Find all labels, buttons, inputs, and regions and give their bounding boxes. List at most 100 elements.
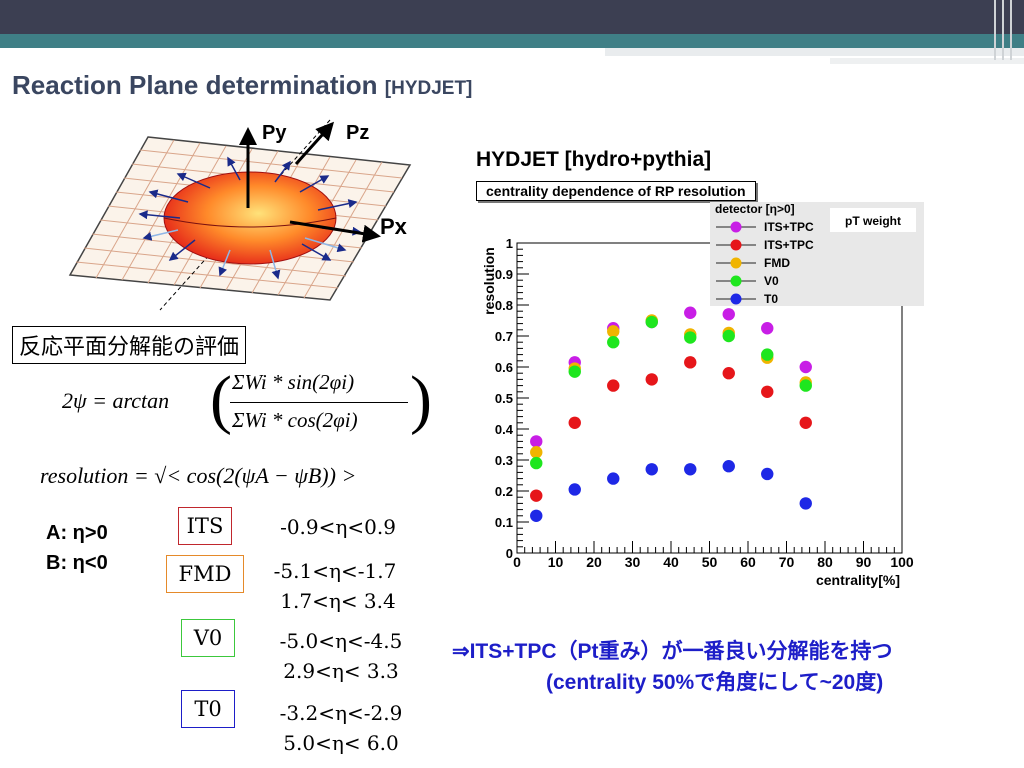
data-point	[722, 308, 735, 321]
x-tick-label: 0	[513, 554, 521, 570]
condition-b: B: η<0	[46, 552, 108, 575]
formula-fraction-bar	[230, 402, 408, 403]
x-tick-label: 20	[586, 554, 602, 570]
header-stripe-2	[830, 58, 1024, 64]
formula-paren-left: (	[210, 363, 232, 436]
legend-marker	[730, 221, 742, 233]
conclusion-line-1: ⇒ITS+TPC（Pt重み）が一番良い分解能を持つ	[452, 640, 893, 663]
detector-its-box: ITS	[178, 507, 232, 545]
x-tick-label: 40	[663, 554, 679, 570]
data-point	[607, 325, 620, 338]
formula-resolution: resolution = √< cos(2(ψA − ψB)) >	[40, 463, 357, 488]
slide-title-text: Reaction Plane determination	[12, 70, 378, 100]
x-tick-label: 90	[856, 554, 872, 570]
resolution-chart: 0 10 20 30 40 50 60 70 80 90 100 0 0.1 0.2 0.3 0.4 0.5 0.…	[481, 202, 924, 588]
fmd-eta-range-1: -5.1<η<-1.7	[273, 559, 397, 583]
formula-psi: 2ψ = arctan ( ΣWi * sin(2φi) ΣWi * cos(2…	[62, 363, 442, 442]
condition-b-value: η<0	[72, 552, 108, 574]
pz-axis-label: Pz	[346, 122, 370, 144]
y-tick-label: 0.9	[495, 267, 513, 282]
legend-marker	[730, 257, 742, 269]
chart-title: HYDJET [hydro+pythia]	[476, 148, 712, 171]
header-vline	[994, 0, 996, 60]
detector-fmd-box: FMD	[166, 555, 244, 593]
x-tick-label: 50	[702, 554, 718, 570]
formula-psi-lhs: 2ψ = arctan	[62, 388, 170, 413]
legend-marker	[730, 275, 742, 287]
header-stripe	[605, 48, 1024, 56]
slide-title: Reaction Plane determination [HYDJET]	[12, 70, 472, 101]
data-point	[761, 467, 774, 481]
y-tick-label: 0	[506, 546, 513, 561]
data-point	[799, 416, 812, 429]
t0-eta-range-2: 5.0<η< 6.0	[283, 731, 399, 755]
legend-label: V0	[764, 274, 779, 288]
y-tick-label: 0.5	[495, 391, 513, 406]
y-tick-label: 0.6	[495, 360, 513, 375]
data-point	[607, 336, 620, 349]
data-point	[684, 356, 697, 369]
data-point	[645, 463, 658, 476]
data-point	[607, 379, 620, 392]
header-band-teal	[0, 34, 1024, 48]
formula-numerator: ΣWi * sin(2φi)	[232, 370, 355, 394]
data-point	[799, 497, 812, 510]
data-point	[645, 315, 658, 329]
px-axis-label: Px	[380, 214, 407, 239]
reaction-plane-illustration	[68, 119, 412, 311]
data-point	[761, 348, 774, 361]
data-point	[684, 306, 697, 319]
its-eta-range: -0.9<η<0.9	[280, 515, 396, 539]
data-point	[684, 463, 697, 476]
formula-paren-right: )	[410, 363, 432, 436]
data-point	[530, 446, 543, 459]
legend-label: ITS+TPC	[764, 220, 814, 234]
fmd-eta-range-2: 1.7<η< 3.4	[280, 589, 396, 613]
y-tick-label: 0.8	[495, 298, 513, 313]
data-point	[530, 489, 543, 502]
detector-v0-box: V0	[181, 619, 235, 657]
data-point	[530, 456, 543, 470]
data-point	[761, 322, 774, 335]
data-point	[645, 373, 658, 386]
legend-marker	[730, 293, 742, 305]
header-vline	[1002, 0, 1004, 60]
condition-b-label: B:	[46, 552, 68, 574]
data-point	[684, 331, 697, 344]
legend-label: FMD	[764, 256, 790, 270]
pt-weight-label: pT weight	[845, 214, 901, 228]
y-tick-label: 0.2	[495, 484, 513, 499]
data-point	[568, 365, 581, 378]
condition-a-label: A:	[46, 522, 68, 544]
data-point	[761, 385, 774, 398]
japanese-label-box: 反応平面分解能の評価	[12, 326, 247, 364]
slide-title-tag: [HYDJET]	[384, 78, 473, 99]
data-point	[799, 379, 812, 392]
condition-a: A: η>0	[46, 522, 108, 545]
y-tick-label: 0.3	[495, 453, 513, 468]
detector-t0-box: T0	[181, 690, 235, 728]
data-point	[530, 509, 543, 522]
plot-frame	[516, 242, 903, 554]
condition-a-value: η>0	[72, 522, 108, 544]
data-point	[722, 329, 735, 343]
formula-denominator: ΣWi * cos(2φi)	[232, 408, 358, 432]
v0-eta-range-1: -5.0<η<-4.5	[279, 629, 403, 653]
data-point	[568, 416, 581, 429]
legend-marker	[730, 239, 742, 251]
legend-label: ITS+TPC	[764, 238, 814, 252]
data-point	[530, 435, 543, 448]
data-point	[722, 367, 735, 380]
py-axis-label: Py	[262, 122, 287, 144]
y-tick-label: 0.1	[495, 515, 513, 530]
chart-subtitle: centrality dependence of RP resolution	[476, 181, 756, 201]
y-tick-label: 0.4	[495, 422, 514, 437]
header-band-dark	[0, 0, 1024, 34]
x-tick-label: 80	[817, 554, 833, 570]
data-point	[607, 472, 620, 485]
conclusion-line-2: (centrality 50%で角度にして~20度)	[546, 671, 884, 694]
legend-title: detector [η>0]	[715, 202, 795, 216]
legend-label: T0	[764, 292, 778, 306]
x-axis-label: centrality[%]	[816, 572, 900, 588]
y-tick-label: 1	[506, 236, 513, 251]
